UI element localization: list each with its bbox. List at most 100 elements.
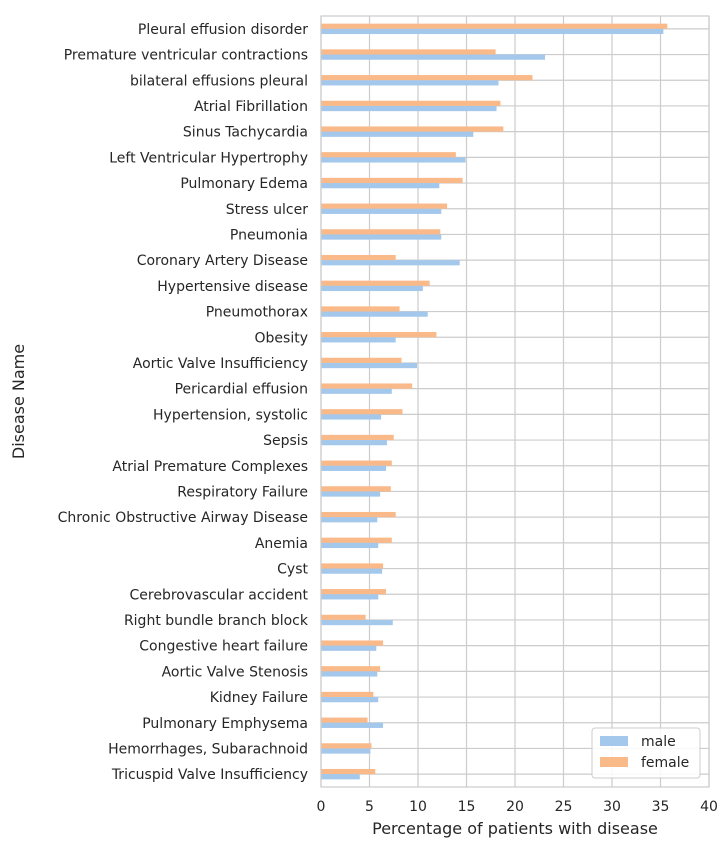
bar-male [321,568,383,574]
legend-swatch-female [600,757,628,767]
bar-male [321,337,396,343]
y-tick-label: Hemorrhages, Subarachnoid [108,741,308,757]
bar-female [321,511,396,518]
y-tick-labels: Pleural effusion disorder Premature ventr… [58,22,309,783]
bar-male [321,619,393,626]
bar-female [321,434,394,441]
x-tick-labels: 0 5 10 15 20 25 30 35 40 [317,799,718,815]
y-tick-label: Right bundle branch block [124,613,309,629]
bar-male [321,697,379,703]
bar-male [321,774,360,780]
x-tick-label: 25 [555,799,573,815]
y-tick-label: Coronary Artery Disease [137,253,308,269]
y-tick-label: Cerebrovascular accident [130,587,309,603]
y-tick-label: Tricuspid Valve Insufficiency [111,767,308,783]
bar-female [321,383,413,389]
y-tick-label: Pulmonary Emphysema [142,716,308,732]
bar-male [321,131,474,137]
legend-label-female: female [641,755,689,771]
bar-male [321,54,546,60]
bar-male [321,748,371,754]
bar-female [321,768,376,775]
bar-male [321,311,428,317]
y-axis-title: Disease Name [9,344,28,459]
y-tick-label: Cyst [277,562,308,578]
y-tick-label: Pneumothorax [206,305,308,321]
y-tick-label: Obesity [255,330,308,346]
bar-female [321,563,384,569]
bar-female [321,717,368,723]
bar-female [321,254,396,261]
bar-female [321,177,463,184]
bar-male [321,362,418,369]
bar-male [321,285,423,292]
x-tick-label: 15 [458,799,476,815]
bar-female [321,357,402,363]
bar-male [321,157,466,163]
bar-male [321,234,442,240]
x-axis-title: Percentage of patients with disease [372,819,658,838]
bar-female [321,486,391,492]
bar-male [321,491,381,497]
bar-female [321,666,381,672]
bar-male [321,517,378,523]
bar-female [321,589,386,595]
bar-male [321,671,378,677]
bar-female [321,332,437,338]
bar-female [321,126,504,132]
bar-female [321,23,668,29]
bar-female [321,280,430,286]
bar-female [321,743,372,749]
legend-label-male: male [641,734,676,750]
bar-male [321,260,460,266]
bar-female [321,203,448,209]
y-tick-label: Hypertensive disease [157,279,308,295]
bar-male [321,80,499,86]
bar-female [321,152,456,158]
x-tick-label: 35 [652,799,670,815]
bars-layer [321,23,668,780]
x-tick-label: 0 [317,799,326,815]
y-tick-label: Pleural effusion disorder [138,22,308,38]
bar-female [321,409,403,415]
bar-female [321,614,366,620]
y-tick-label: Respiratory Failure [177,484,308,500]
y-tick-label: Pulmonary Edema [180,176,308,192]
bar-male [321,28,664,35]
bar-male [321,594,379,600]
x-tick-label: 10 [409,799,427,815]
legend: male female [591,727,701,779]
x-tick-label: 20 [506,799,524,815]
x-tick-label: 30 [603,799,621,815]
bar-male [321,183,440,189]
y-tick-label: Kidney Failure [210,690,308,706]
x-tick-label: 40 [700,799,718,815]
bar-male [321,645,377,651]
bar-male [321,722,384,728]
bar-male [321,414,382,420]
y-tick-label: bilateral effusions pleural [130,73,308,89]
y-tick-label: Congestive heart failure [139,639,308,655]
bar-female [321,640,384,646]
y-tick-label: Sinus Tachycardia [183,125,308,141]
bar-male [321,440,387,446]
bar-female [321,691,374,698]
bar-male [321,465,386,471]
bar-female [321,537,392,543]
y-tick-label: Atrial Premature Complexes [112,459,308,475]
y-tick-label: Aortic Valve Insufficiency [133,356,308,372]
bar-female [321,100,501,106]
y-tick-label: Aortic Valve Stenosis [162,664,308,680]
y-tick-label: Chronic Obstructive Airway Disease [58,510,308,526]
y-tick-label: Hypertension, systolic [153,407,308,423]
bar-male [321,542,379,549]
bar-female [321,229,441,235]
bar-female [321,49,496,55]
y-tick-label: Premature ventricular contractions [64,48,308,64]
bar-male [321,105,497,112]
x-tick-label: 5 [365,799,374,815]
y-tick-label: Left Ventricular Hypertrophy [109,150,308,166]
y-tick-label: Pericardial effusion [175,382,308,398]
bar-male [321,388,392,394]
